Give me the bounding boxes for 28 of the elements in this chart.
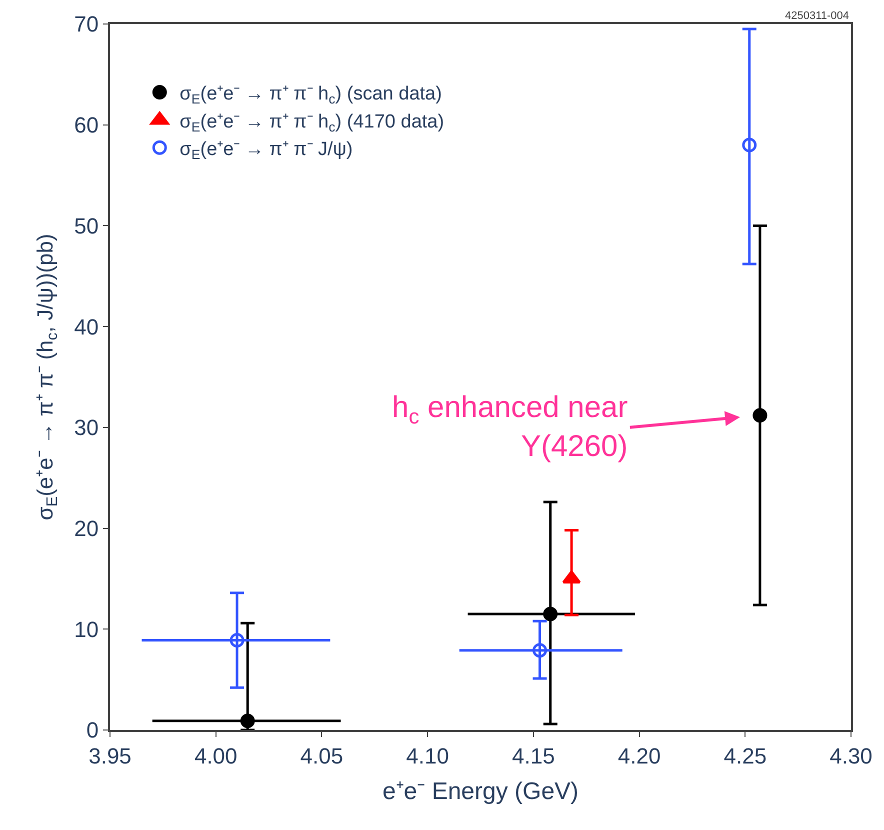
y-tick-label: 20 <box>74 516 99 541</box>
point <box>240 714 255 728</box>
x-axis-title: e⁺e⁻ Energy (GeV) <box>382 778 579 806</box>
text: 4250311-004 <box>785 10 850 22</box>
legend-label: σ$_{E}$(e⁺e⁻ → π⁺ π⁻ h$_{c}$) (4170 data) <box>180 111 444 134</box>
x-tick-label: 4.00 <box>194 743 238 768</box>
point <box>230 632 244 648</box>
x-tick-label: 3.95 <box>88 743 132 768</box>
y-tick-label: 40 <box>74 314 99 340</box>
y-tick-label: 0 <box>86 718 99 743</box>
y-tick-label: 70 <box>74 12 99 37</box>
legend-label: σ$_{E}$(e⁺e⁻ → π⁺ π⁻ J/ψ) <box>180 139 353 162</box>
point <box>543 606 558 622</box>
x-tick-label: 4.10 <box>406 743 449 768</box>
y-tick-label: 30 <box>74 415 99 440</box>
annotation: h$_{c}$ enhanced near Y(4260) <box>392 391 628 463</box>
y-tick-label: 50 <box>74 213 99 238</box>
x-tick-label: 4.15 <box>512 743 555 768</box>
y-tick-label: 10 <box>74 616 99 642</box>
point <box>742 138 757 152</box>
x-tick-label: 4.30 <box>830 743 872 768</box>
y-tick-label: 60 <box>74 112 99 138</box>
x-tick-label: 4.20 <box>618 743 661 768</box>
legend-label: σ$_{E}$(e⁺e⁻ → π⁺ π⁻ h$_{c}$) (scan data) <box>180 84 442 107</box>
point <box>532 643 548 658</box>
x-tick-label: 4.05 <box>300 743 344 768</box>
point <box>752 408 768 423</box>
x-tick-label: 4.25 <box>724 743 767 768</box>
